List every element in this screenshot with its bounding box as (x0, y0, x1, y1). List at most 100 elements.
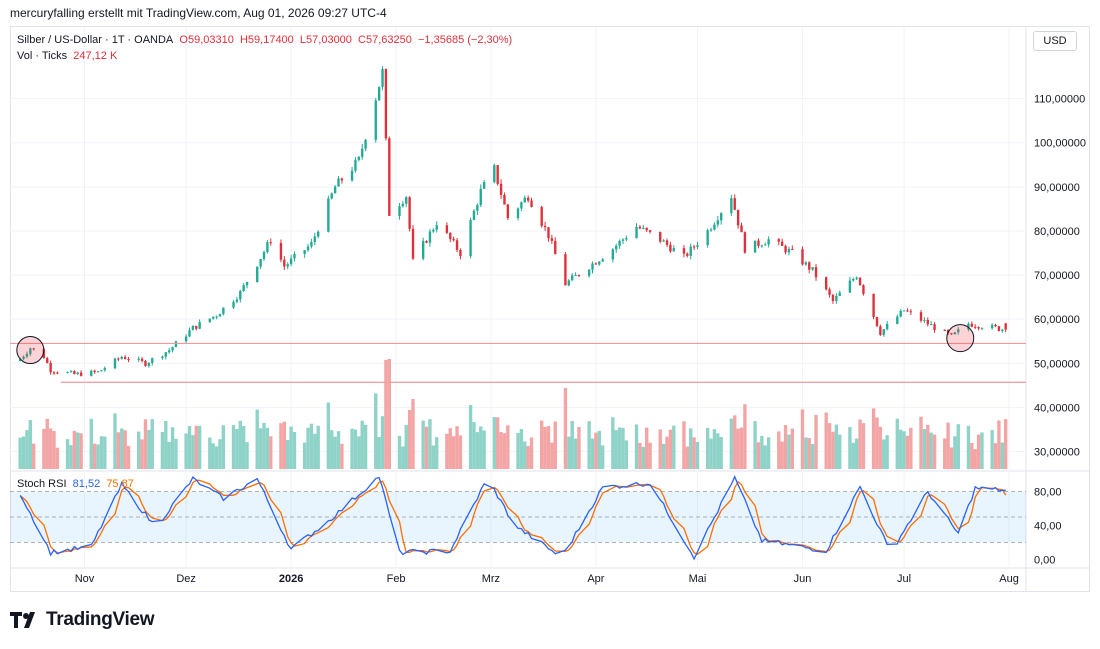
volume-bar (729, 418, 734, 469)
stoch-d-value: 75,87 (106, 478, 134, 490)
volume-bar (590, 438, 595, 469)
candle-body (743, 232, 747, 253)
candle-body (245, 281, 249, 286)
volume-bar (455, 426, 459, 469)
candle-body (127, 359, 130, 361)
volume-bar (18, 437, 22, 469)
candle-body (388, 138, 391, 216)
volume-bar (705, 427, 710, 469)
brand-name: TradingView (46, 609, 155, 630)
candle-body (198, 322, 201, 329)
candle-body (848, 280, 852, 293)
volume-bar (113, 413, 117, 469)
candle-body (401, 203, 405, 207)
volume-bar (739, 427, 744, 469)
candle-body (445, 225, 449, 233)
volume-bar (435, 437, 439, 469)
symbol-label[interactable]: Silber / US-Dollar · 1T · OANDA (17, 34, 174, 46)
volume-bar (658, 429, 662, 469)
volume-bar (895, 418, 899, 469)
candle-body (18, 358, 22, 362)
candle-body (313, 236, 316, 243)
candle-body (113, 358, 117, 369)
candle-body (980, 328, 984, 330)
candle-body (516, 208, 520, 219)
candle-body (164, 352, 167, 357)
volume-bar (150, 419, 154, 469)
candle-body (493, 165, 496, 183)
candle-body (872, 293, 875, 318)
volume-bar (431, 445, 436, 469)
volume-bar (973, 449, 977, 469)
volume-bar (492, 417, 496, 469)
volume-bar (624, 440, 629, 469)
volume-bar (634, 424, 639, 469)
candle-body (953, 332, 957, 335)
volume-bar (563, 387, 568, 469)
volume-bar (871, 408, 876, 469)
volume-bar (875, 417, 879, 469)
price-tick-label: 50,00000 (1034, 358, 1080, 370)
volume-bar (695, 442, 700, 469)
candle-body (218, 314, 222, 317)
volume-value: 247,12 K (73, 50, 118, 62)
volume-bar (645, 427, 649, 469)
stoch-label[interactable]: Stoch RSI (17, 478, 67, 490)
volume-bar (194, 425, 198, 469)
stoch-k-line (19, 475, 1006, 561)
candle-body (361, 148, 364, 157)
volume-bar (760, 435, 764, 469)
candle-body (279, 243, 283, 260)
candle-body (879, 326, 882, 335)
volume-label[interactable]: Vol · Ticks (17, 50, 68, 62)
volume-bar (160, 431, 165, 469)
tradingview-logo[interactable]: TradingView (10, 609, 155, 631)
volume-bar (52, 431, 56, 469)
candle-body (672, 248, 675, 252)
volume-bar (824, 412, 828, 469)
candle-body (909, 311, 913, 313)
candle-body (716, 220, 719, 225)
axes: 110,00000 100,00000 90,00000 80,00000 70,000… (75, 94, 1086, 585)
candle-body (137, 358, 140, 360)
candle-body (831, 294, 835, 302)
volume-bar (258, 428, 263, 469)
currency-button[interactable]: USD (1033, 31, 1077, 51)
volume-bar (1003, 419, 1008, 469)
volume-bar (445, 433, 449, 469)
volume-bar (926, 424, 930, 469)
tradingview-logo-icon (10, 612, 35, 628)
candle-body (235, 299, 239, 302)
volume-bar (143, 419, 148, 469)
candle-body (933, 324, 936, 330)
stoch-tick-label: 80,00 (1034, 487, 1062, 499)
volume-bar (387, 359, 391, 469)
candle-body (828, 289, 831, 295)
volume-bar (401, 446, 405, 469)
volume-bar (468, 404, 473, 469)
volume-bar (949, 447, 954, 469)
volume-bar (126, 446, 131, 469)
volume-bar (377, 437, 381, 469)
candle-body (32, 348, 35, 350)
volume-bar (929, 432, 933, 469)
volume-bar (858, 419, 862, 469)
volume-bar (567, 436, 571, 469)
volume-bar (404, 424, 408, 469)
volume-bar (116, 432, 121, 469)
candle-body (811, 267, 814, 270)
candle-body (574, 274, 577, 276)
candle-body (289, 258, 293, 265)
volume-bar (712, 429, 717, 469)
volume-bar (120, 428, 124, 469)
volume-bar (885, 435, 889, 469)
volume-bar (89, 418, 93, 469)
candle-body (814, 267, 818, 278)
volume-bar (214, 446, 219, 469)
candle-body (540, 206, 543, 226)
stoch-rsi-pane (10, 475, 1026, 561)
time-tick-label: Feb (387, 573, 406, 585)
volume-bar (540, 420, 544, 469)
volume-bar (211, 443, 215, 469)
